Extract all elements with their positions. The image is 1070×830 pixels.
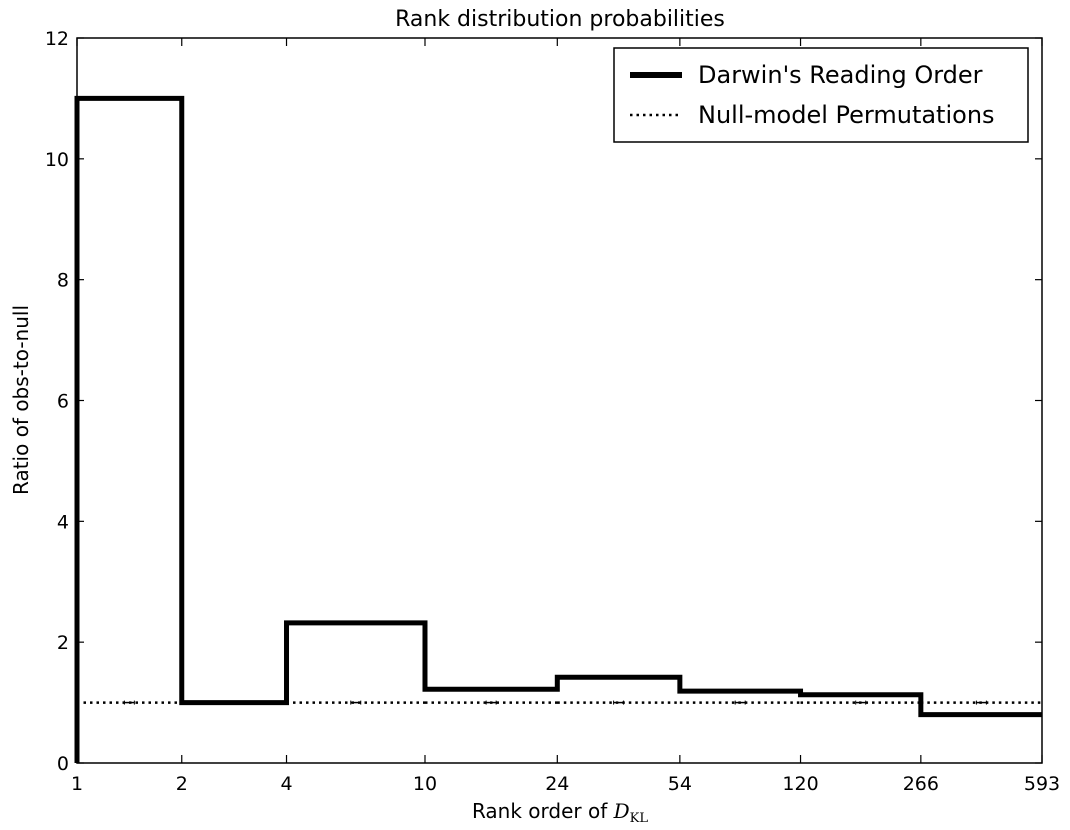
y-tick-label: 2 <box>57 632 69 654</box>
y-tick-label: 0 <box>57 753 69 775</box>
x-tick-label: 54 <box>668 773 692 795</box>
y-tick-label: 6 <box>57 391 69 413</box>
x-tick-label: 266 <box>903 773 939 795</box>
x-tick-label: 10 <box>413 773 437 795</box>
x-axis-label-math-sub: KL <box>630 811 649 826</box>
y-tick-label: 10 <box>45 149 69 171</box>
x-tick-label: 1 <box>71 773 83 795</box>
x-tick-label: 4 <box>280 773 292 795</box>
x-axis-label-text: Rank order of <box>472 799 614 823</box>
y-tick-label: 8 <box>57 270 69 292</box>
x-tick-label: 24 <box>545 773 569 795</box>
x-tick-label: 2 <box>176 773 188 795</box>
legend-label-null: Null-model Permutations <box>698 101 995 129</box>
y-tick-label: 12 <box>45 28 69 50</box>
x-tick-label: 593 <box>1024 773 1060 795</box>
legend-box <box>613 47 1029 143</box>
legend-label-darwin: Darwin's Reading Order <box>698 61 983 89</box>
y-tick-label: 4 <box>57 511 69 533</box>
x-tick-label: 120 <box>782 773 818 795</box>
legend: Darwin's Reading Order Null-model Permut… <box>613 47 1029 143</box>
x-axis-label-math: D <box>613 799 630 823</box>
y-axis-label: Ratio of obs-to-null <box>9 305 33 495</box>
x-axis-label: Rank order of DKL <box>472 799 648 826</box>
series-darwin-reading-order <box>74 95 1042 763</box>
plot-area <box>74 95 1042 763</box>
plot-frame <box>76 37 1043 764</box>
chart-title: Rank distribution probabilities <box>395 7 725 32</box>
